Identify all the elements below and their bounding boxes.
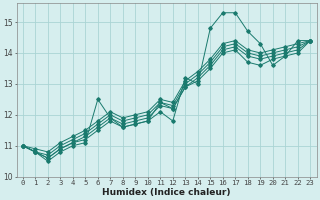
X-axis label: Humidex (Indice chaleur): Humidex (Indice chaleur) bbox=[102, 188, 231, 197]
